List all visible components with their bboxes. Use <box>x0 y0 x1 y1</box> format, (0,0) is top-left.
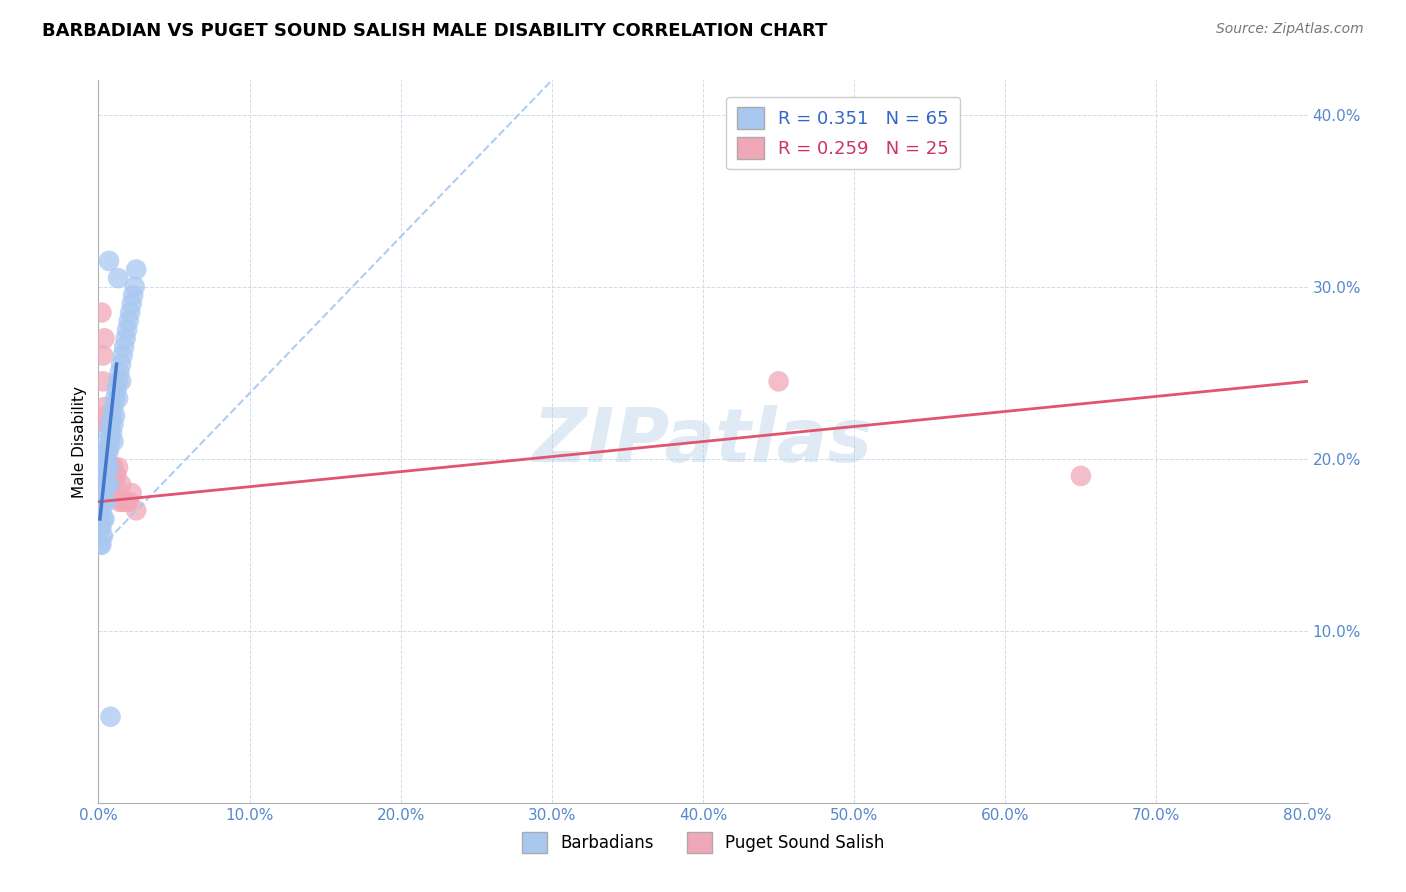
Point <box>91 375 114 389</box>
Point <box>90 494 112 508</box>
Point <box>93 469 115 483</box>
Point <box>93 512 115 526</box>
Point <box>90 305 112 319</box>
Point <box>107 460 129 475</box>
Point <box>100 434 122 449</box>
Point <box>110 375 132 389</box>
Point <box>107 271 129 285</box>
Point <box>110 477 132 491</box>
Point <box>103 417 125 432</box>
Point <box>90 538 112 552</box>
Point <box>121 486 143 500</box>
Point <box>90 486 112 500</box>
Point <box>91 512 114 526</box>
Point <box>121 297 143 311</box>
Point <box>101 460 124 475</box>
Point <box>91 477 114 491</box>
Point <box>104 477 127 491</box>
Point <box>98 443 121 458</box>
Point <box>93 451 115 466</box>
Y-axis label: Male Disability: Male Disability <box>72 385 87 498</box>
Point <box>114 494 136 508</box>
Point <box>96 417 118 432</box>
Point <box>93 460 115 475</box>
Point <box>768 375 790 389</box>
Point <box>112 340 135 354</box>
Point <box>93 477 115 491</box>
Point <box>91 469 114 483</box>
Point <box>98 417 121 432</box>
Point <box>94 494 117 508</box>
Point <box>118 314 141 328</box>
Point <box>100 710 122 724</box>
Point <box>93 494 115 508</box>
Point <box>93 400 115 414</box>
Point <box>91 349 114 363</box>
Point <box>114 331 136 345</box>
Point <box>108 494 131 508</box>
Point <box>98 477 121 491</box>
Point <box>120 305 142 319</box>
Point <box>111 349 134 363</box>
Point <box>98 460 121 475</box>
Point <box>118 494 141 508</box>
Text: Source: ZipAtlas.com: Source: ZipAtlas.com <box>1216 22 1364 37</box>
Point <box>96 434 118 449</box>
Point <box>91 460 114 475</box>
Point <box>91 494 114 508</box>
Point <box>107 392 129 406</box>
Point <box>104 392 127 406</box>
Point <box>108 366 131 380</box>
Point <box>107 375 129 389</box>
Point <box>115 323 138 337</box>
Point <box>124 279 146 293</box>
Point <box>105 383 128 397</box>
Point <box>101 409 124 423</box>
Point <box>94 443 117 458</box>
Point <box>111 494 134 508</box>
Point <box>104 409 127 423</box>
Point <box>96 460 118 475</box>
Point <box>90 520 112 534</box>
Point <box>89 520 111 534</box>
Point <box>101 425 124 440</box>
Point <box>103 400 125 414</box>
Point <box>98 425 121 440</box>
Point <box>96 443 118 458</box>
Point <box>90 503 112 517</box>
Point <box>96 477 118 491</box>
Point <box>110 357 132 371</box>
Point <box>96 451 118 466</box>
Point <box>103 460 125 475</box>
Point <box>90 469 112 483</box>
Point <box>105 469 128 483</box>
Point <box>90 477 112 491</box>
Point <box>94 460 117 475</box>
Point <box>94 443 117 458</box>
Point <box>89 538 111 552</box>
Point <box>93 331 115 345</box>
Point <box>125 503 148 517</box>
Point <box>1070 469 1092 483</box>
Point <box>100 417 122 432</box>
Text: BARBADIAN VS PUGET SOUND SALISH MALE DISABILITY CORRELATION CHART: BARBADIAN VS PUGET SOUND SALISH MALE DIS… <box>42 22 828 40</box>
Point <box>125 262 148 277</box>
Point <box>94 477 117 491</box>
Point <box>94 451 117 466</box>
Point <box>89 503 111 517</box>
Legend: Barbadians, Puget Sound Salish: Barbadians, Puget Sound Salish <box>515 826 891 860</box>
Point <box>103 434 125 449</box>
Point <box>89 494 111 508</box>
Point <box>122 288 145 302</box>
Point <box>89 477 111 491</box>
Point <box>98 253 121 268</box>
Point <box>91 529 114 543</box>
Point <box>100 477 122 491</box>
Text: ZIPatlas: ZIPatlas <box>533 405 873 478</box>
Point <box>94 409 117 423</box>
